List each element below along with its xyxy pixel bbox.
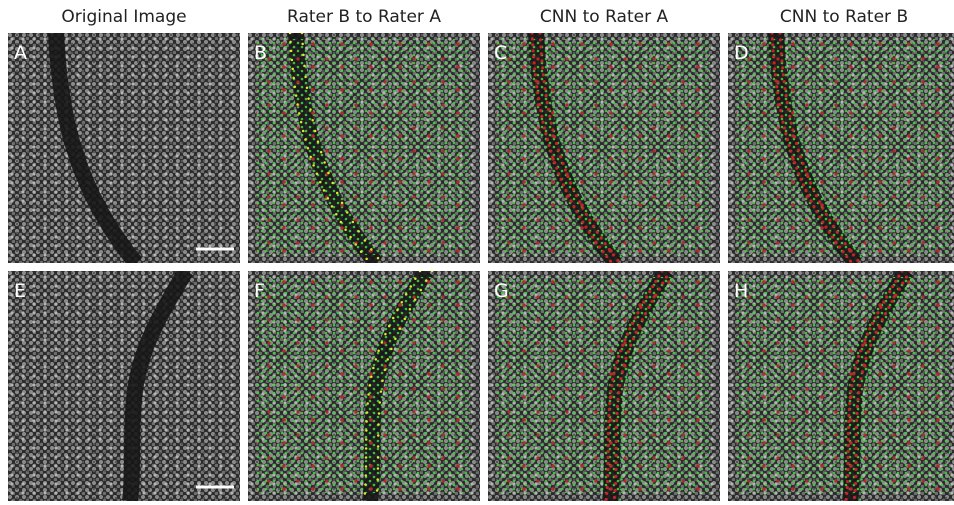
red-vessel-markers xyxy=(538,33,622,263)
red-markers xyxy=(736,39,950,255)
panel-content xyxy=(488,33,720,263)
panel-content xyxy=(8,271,240,501)
panel-letter: D xyxy=(734,42,749,64)
vessel xyxy=(48,33,143,263)
panel-letter: A xyxy=(14,42,27,64)
column-title: CNN to Rater B xyxy=(780,7,908,27)
red-markers xyxy=(256,277,470,493)
panel-letter: C xyxy=(494,42,507,64)
green-vessel-markers xyxy=(544,33,628,263)
mosaic-texture xyxy=(8,271,240,501)
image-panel: D xyxy=(728,33,954,263)
panel-content xyxy=(8,33,240,263)
panel-letter: B xyxy=(254,42,267,64)
red-markers xyxy=(736,277,950,493)
green-vessel-markers xyxy=(784,33,868,263)
yellow-markers xyxy=(374,271,434,501)
panel-content xyxy=(488,271,720,501)
panel-letter: F xyxy=(254,280,265,302)
red-vessel-markers xyxy=(852,271,912,501)
image-panel: E xyxy=(8,271,240,501)
red-markers xyxy=(496,39,710,255)
image-panel: G xyxy=(488,271,720,501)
image-panel: B xyxy=(248,33,480,263)
red-vessel-markers xyxy=(770,33,854,263)
red-markers xyxy=(256,39,470,255)
red-vessel-markers xyxy=(530,33,614,263)
image-panel: A xyxy=(8,33,240,263)
panel-letter: G xyxy=(494,280,509,302)
panel-content xyxy=(728,33,954,263)
panel-content xyxy=(248,271,480,501)
image-panel: F xyxy=(248,271,480,501)
image-panel: C xyxy=(488,33,720,263)
yellow-markers xyxy=(288,33,372,263)
red-vessel-markers xyxy=(604,271,664,501)
red-vessel-markers xyxy=(778,33,862,263)
red-vessel-markers xyxy=(844,271,904,501)
yellow-markers xyxy=(362,271,422,501)
panel-content xyxy=(248,33,480,263)
panel-letter: E xyxy=(14,280,26,302)
mosaic-texture xyxy=(8,33,240,263)
red-markers xyxy=(496,277,710,493)
panel-content xyxy=(728,271,954,501)
column-title: Original Image xyxy=(61,7,186,27)
red-vessel-markers xyxy=(612,271,672,501)
panel-letter: H xyxy=(734,280,748,302)
image-panel: H xyxy=(728,271,954,501)
vessel xyxy=(122,271,193,501)
green-vessel-markers xyxy=(618,271,678,501)
column-title: Rater B to Rater A xyxy=(287,7,441,27)
column-title: CNN to Rater A xyxy=(540,7,669,27)
green-vessel-markers xyxy=(858,271,918,501)
